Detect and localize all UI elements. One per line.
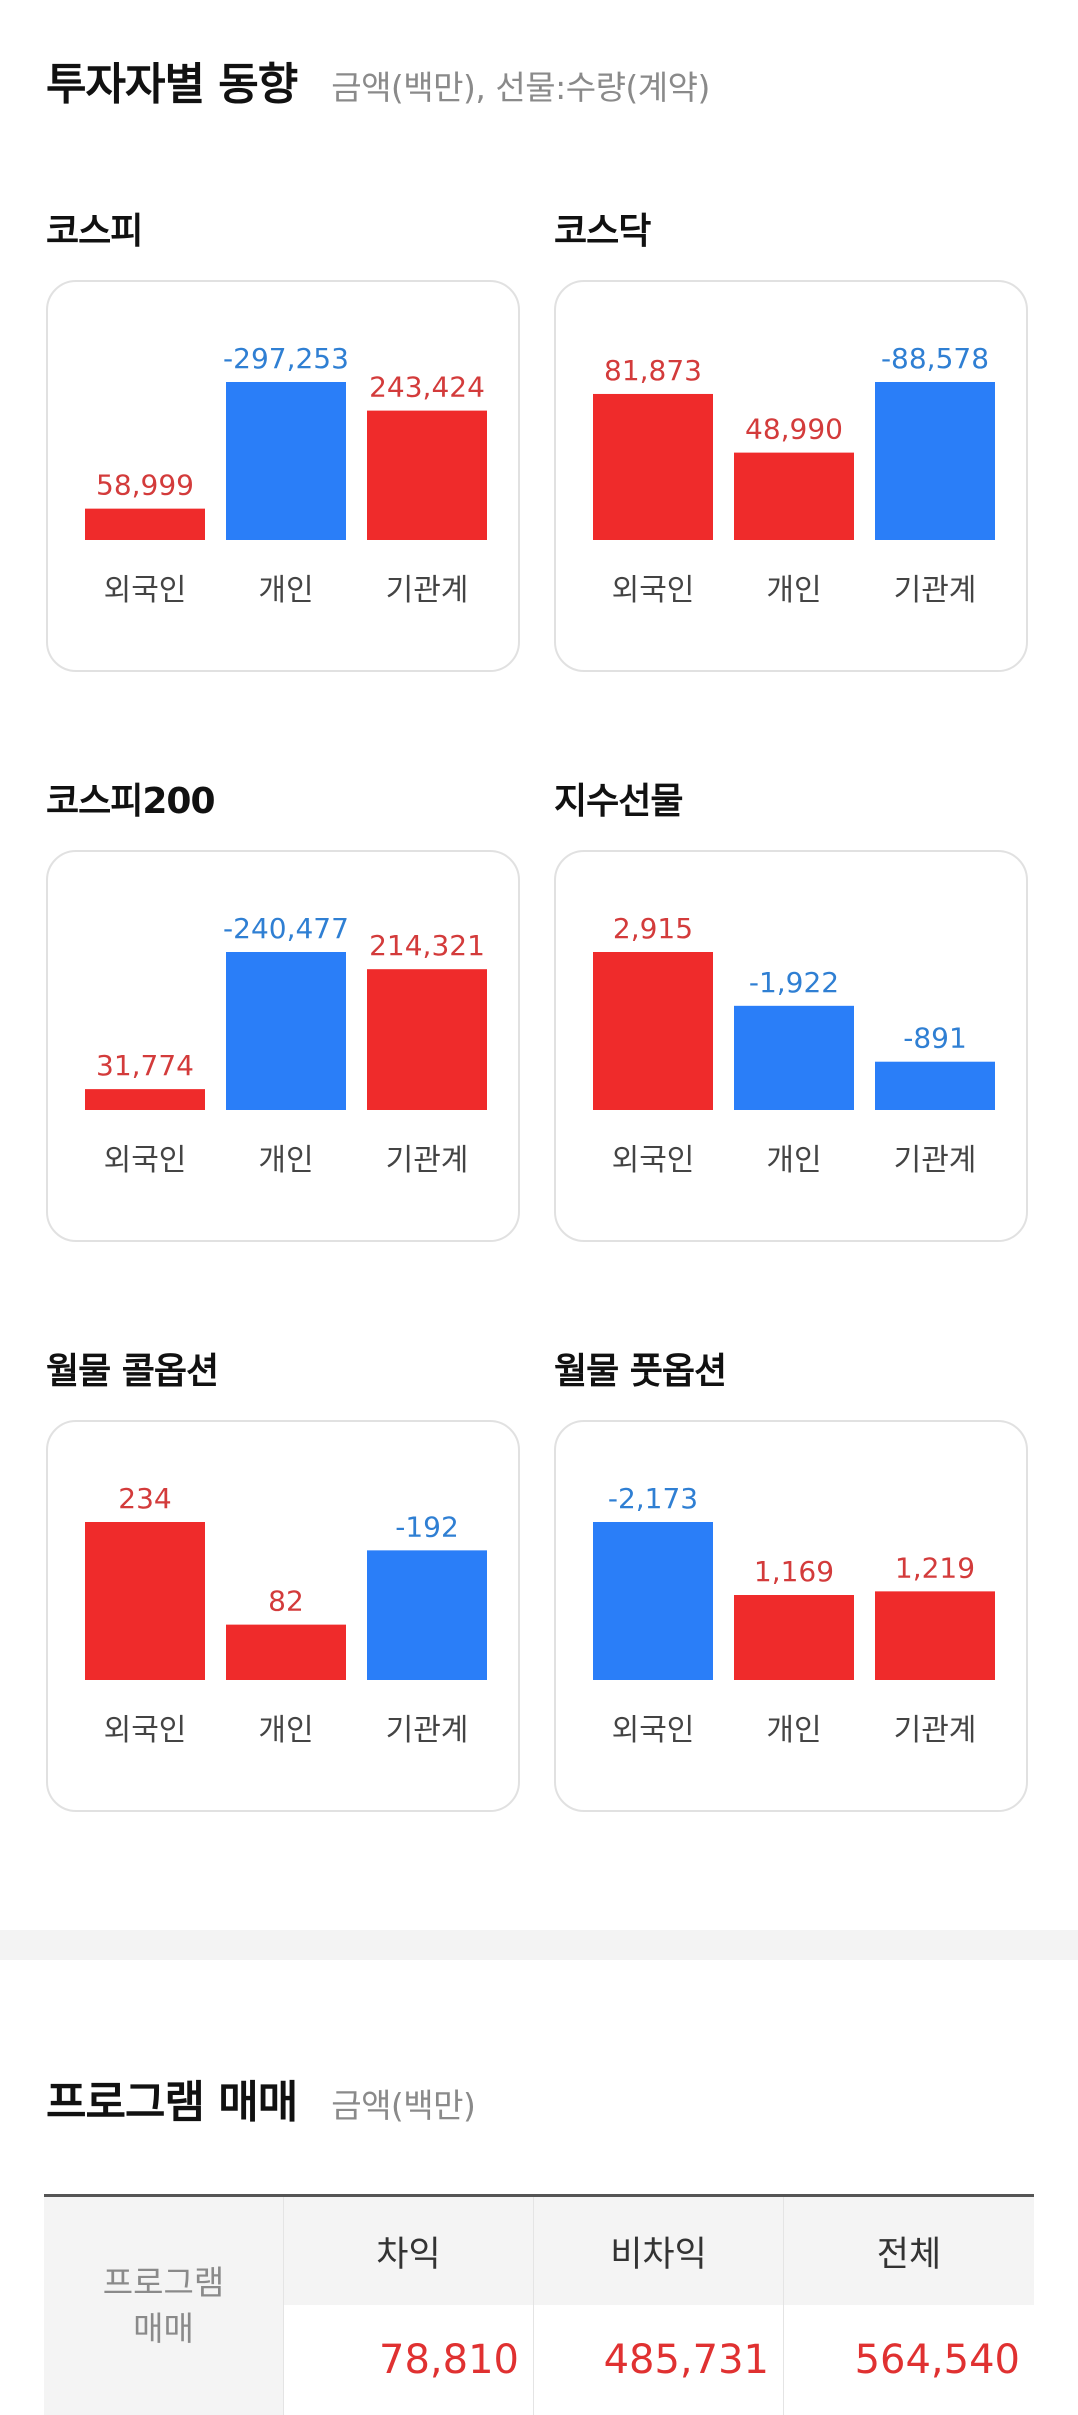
chart-title: 코스피200 (46, 781, 216, 822)
program-section-subtitle: 금액(백만) (331, 2086, 476, 2125)
bar-individual (226, 952, 346, 1110)
data-label-foreign: 81,873 (604, 354, 702, 387)
chart-title: 코스피 (46, 211, 143, 252)
chart-title: 코스닥 (554, 211, 651, 252)
bar-individual (226, 1624, 346, 1680)
column-header-total: 전체 (784, 2197, 1034, 2305)
bar-chart-svg: 2,915 외국인 -1,922 개인 -891 기관계 (593, 912, 995, 1178)
category-label-institution: 기관계 (894, 1143, 977, 1178)
bar-foreign (593, 1522, 713, 1680)
data-label-foreign: 58,999 (96, 469, 194, 502)
bar-individual (226, 382, 346, 540)
chart-card: 81,873 외국인 48,990 개인 -88,578 기관계 (554, 280, 1028, 672)
bar-institution (875, 1061, 995, 1110)
category-label-individual: 개인 (766, 573, 821, 608)
chart-kospi200: 코스피200 31,774 외국인 -240,477 개인 214,321 기관계 (46, 772, 520, 1242)
bar-institution (875, 1591, 995, 1680)
category-label-individual: 개인 (258, 573, 313, 608)
category-label-foreign: 외국인 (104, 1713, 187, 1748)
data-label-foreign: 234 (118, 1482, 171, 1515)
column-header-arbitrage: 차익 (284, 2197, 534, 2305)
program-trading-table: 프로그램 매매 차익 비차익 전체 78,810 485,731 564,540 (44, 2194, 1034, 2415)
row-label-line1: 프로그램 (102, 2263, 225, 2302)
data-label-foreign: -2,173 (608, 1482, 698, 1515)
chart-monthly-call-option: 월물 콜옵션 234 외국인 82 개인 -192 기관계 (46, 1342, 520, 1812)
bar-chart-svg: 31,774 외국인 -240,477 개인 214,321 기관계 (85, 912, 487, 1178)
bar-foreign (85, 508, 205, 540)
bar-foreign (593, 952, 713, 1110)
row-label-line2: 매매 (133, 2309, 194, 2348)
value-arbitrage: 78,810 (284, 2305, 534, 2415)
investor-section-title: 투자자별 동향 (46, 59, 298, 110)
bar-institution (367, 969, 487, 1110)
data-label-institution: 214,321 (369, 929, 485, 962)
program-section-title: 프로그램 매매 (46, 2077, 298, 2128)
category-label-institution: 기관계 (386, 573, 469, 608)
column-header-non-arbitrage: 비차익 (534, 2197, 784, 2305)
investor-section-subtitle: 금액(백만), 선물:수량(계약) (331, 68, 710, 107)
data-label-institution: -192 (395, 1510, 459, 1543)
data-label-individual: -297,253 (223, 342, 349, 375)
section-divider (0, 1930, 1078, 1960)
data-label-individual: -1,922 (749, 966, 839, 999)
chart-kosdaq: 코스닥 81,873 외국인 48,990 개인 -88,578 기관계 (554, 202, 1028, 672)
table-row-label: 프로그램 매매 (44, 2197, 284, 2415)
bar-chart-svg: -2,173 외국인 1,169 개인 1,219 기관계 (593, 1482, 995, 1748)
chart-title: 월물 콜옵션 (46, 1351, 219, 1392)
chart-title: 지수선물 (554, 781, 683, 822)
category-label-institution: 기관계 (386, 1143, 469, 1178)
chart-card: 2,915 외국인 -1,922 개인 -891 기관계 (554, 850, 1028, 1242)
category-label-foreign: 외국인 (612, 573, 695, 608)
bar-institution (367, 1550, 487, 1680)
bar-institution (367, 410, 487, 540)
program-section-header: 프로그램 매매 금액(백만) (46, 2066, 476, 2130)
chart-index-futures: 지수선물 2,915 외국인 -1,922 개인 -891 기관계 (554, 772, 1028, 1242)
investor-section-header: 투자자별 동향 금액(백만), 선물:수량(계약) (46, 48, 710, 112)
category-label-individual: 개인 (766, 1713, 821, 1748)
data-label-institution: 1,219 (895, 1551, 975, 1584)
chart-title: 월물 풋옵션 (554, 1351, 727, 1392)
category-label-individual: 개인 (766, 1143, 821, 1178)
data-label-foreign: 2,915 (613, 912, 693, 945)
category-label-institution: 기관계 (894, 1713, 977, 1748)
data-label-foreign: 31,774 (96, 1049, 194, 1082)
chart-card: 58,999 외국인 -297,253 개인 243,424 기관계 (46, 280, 520, 672)
bar-chart-svg: 81,873 외국인 48,990 개인 -88,578 기관계 (593, 342, 995, 608)
bar-chart-svg: 234 외국인 82 개인 -192 기관계 (85, 1482, 487, 1748)
chart-kospi: 코스피 58,999 외국인 -297,253 개인 243,424 기관계 (46, 202, 520, 672)
data-label-institution: -88,578 (881, 342, 989, 375)
bar-foreign (85, 1522, 205, 1680)
bar-chart-svg: 58,999 외국인 -297,253 개인 243,424 기관계 (85, 342, 487, 608)
bar-individual (734, 1005, 854, 1110)
category-label-foreign: 외국인 (104, 573, 187, 608)
bar-institution (875, 382, 995, 540)
data-label-individual: 1,169 (754, 1555, 834, 1588)
data-label-institution: 243,424 (369, 371, 485, 404)
bar-individual (734, 452, 854, 540)
bar-individual (734, 1595, 854, 1680)
value-total: 564,540 (784, 2305, 1034, 2415)
data-label-individual: -240,477 (223, 912, 349, 945)
category-label-individual: 개인 (258, 1713, 313, 1748)
bar-foreign (85, 1089, 205, 1110)
data-label-institution: -891 (903, 1022, 967, 1055)
chart-monthly-put-option: 월물 풋옵션 -2,173 외국인 1,169 개인 1,219 기관계 (554, 1342, 1028, 1812)
chart-card: 31,774 외국인 -240,477 개인 214,321 기관계 (46, 850, 520, 1242)
category-label-foreign: 외국인 (104, 1143, 187, 1178)
category-label-foreign: 외국인 (612, 1713, 695, 1748)
data-label-individual: 48,990 (745, 413, 843, 446)
chart-card: -2,173 외국인 1,169 개인 1,219 기관계 (554, 1420, 1028, 1812)
category-label-institution: 기관계 (894, 573, 977, 608)
chart-card: 234 외국인 82 개인 -192 기관계 (46, 1420, 520, 1812)
category-label-institution: 기관계 (386, 1713, 469, 1748)
category-label-individual: 개인 (258, 1143, 313, 1178)
category-label-foreign: 외국인 (612, 1143, 695, 1178)
data-label-individual: 82 (268, 1585, 304, 1618)
bar-foreign (593, 393, 713, 540)
value-non-arbitrage: 485,731 (534, 2305, 784, 2415)
